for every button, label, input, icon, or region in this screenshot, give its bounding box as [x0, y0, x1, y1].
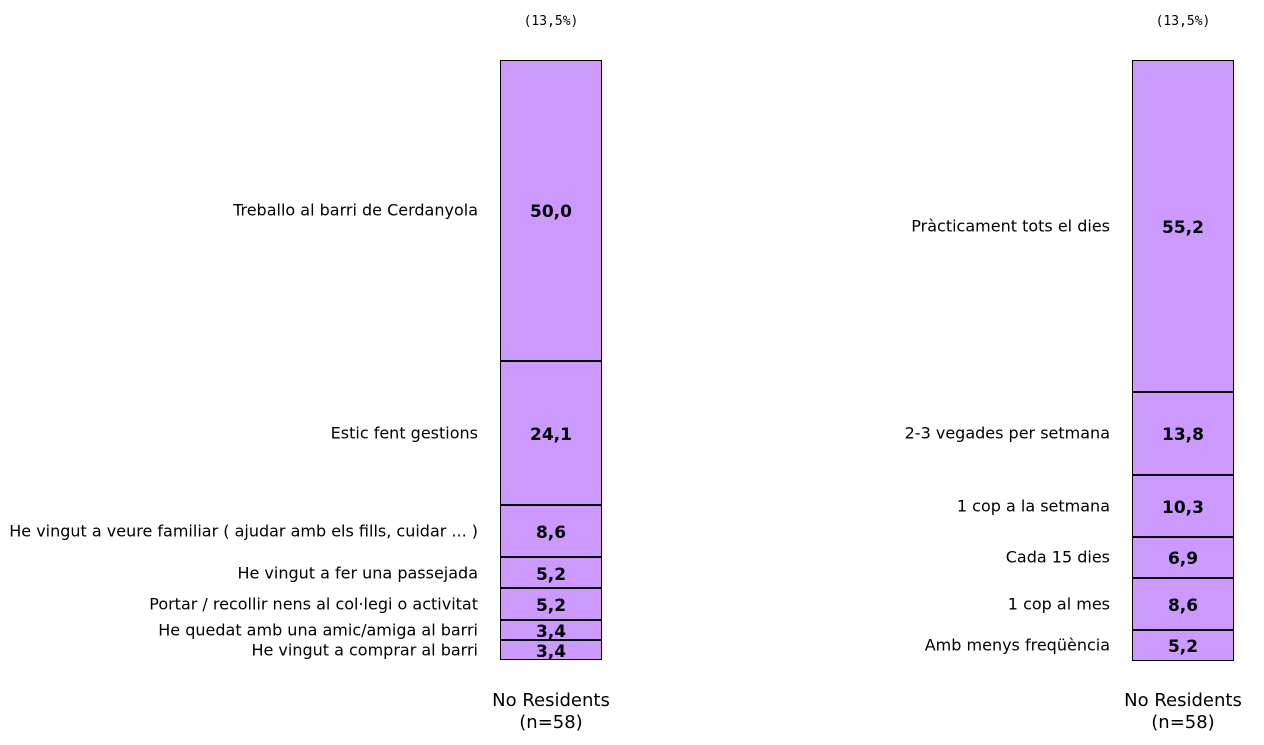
value-label: 3,4 [535, 621, 567, 642]
bar-segment [500, 639, 602, 661]
segment-label: Portar / recollir nens al col·legi o act… [149, 594, 478, 614]
segment-label: He vingut a fer una passejada [237, 563, 478, 583]
header: (13,5%) [1155, 14, 1211, 29]
bar-segment [1132, 536, 1234, 579]
segment-label: Estic fent gestions [330, 423, 478, 443]
segment-label: He vingut a veure familiar ( ajudar amb … [9, 521, 478, 541]
bar-segment [500, 505, 602, 557]
bar-segment [1132, 629, 1234, 661]
value-label: 8,6 [1167, 595, 1199, 616]
segment-label: He quedat amb una amic/amiga al barri [158, 620, 478, 640]
bar-segment [500, 60, 602, 361]
category-label: No Residents (n=58) [492, 690, 610, 733]
bar-segment [1132, 391, 1234, 475]
segment-label: 2-3 vegades per setmana [904, 423, 1110, 443]
bar-segment [500, 360, 602, 506]
bar-segment [500, 588, 602, 620]
segment-label: He vingut a comprar al barri [251, 640, 478, 660]
value-label: 5,2 [535, 595, 567, 616]
bar-segment [500, 557, 602, 589]
value-label: 24,1 [530, 424, 572, 445]
segment-label: 1 cop a la setmana [956, 496, 1110, 516]
bar-segment [500, 619, 602, 640]
value-label: 55,2 [1162, 217, 1204, 238]
value-label: 3,4 [535, 642, 567, 663]
value-label: 13,8 [1162, 425, 1204, 446]
value-label: 5,2 [1167, 637, 1199, 658]
value-label: 10,3 [1162, 497, 1204, 518]
header: (13,5%) [523, 14, 579, 29]
segment-label: Pràcticament tots el dies [911, 216, 1110, 236]
bar-segment [1132, 578, 1234, 630]
segment-label: Amb menys freqüència [924, 635, 1110, 655]
segment-label: Treballo al barri de Cerdanyola [233, 200, 478, 220]
value-label: 5,2 [535, 564, 567, 585]
value-label: 50,0 [530, 202, 572, 223]
category-label: No Residents (n=58) [1124, 690, 1242, 733]
segment-label: Cada 15 dies [1005, 547, 1110, 567]
value-label: 8,6 [535, 523, 567, 544]
bar-segment [1132, 60, 1234, 392]
segment-label: 1 cop al mes [1007, 594, 1110, 614]
bar-segment [1132, 474, 1234, 537]
value-label: 6,9 [1167, 549, 1199, 570]
